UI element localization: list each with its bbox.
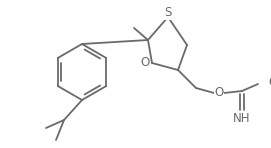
Text: NH: NH — [233, 111, 251, 124]
Text: S: S — [164, 7, 172, 20]
Text: O: O — [214, 86, 224, 99]
Text: O: O — [140, 57, 150, 70]
Text: OH: OH — [268, 77, 271, 90]
